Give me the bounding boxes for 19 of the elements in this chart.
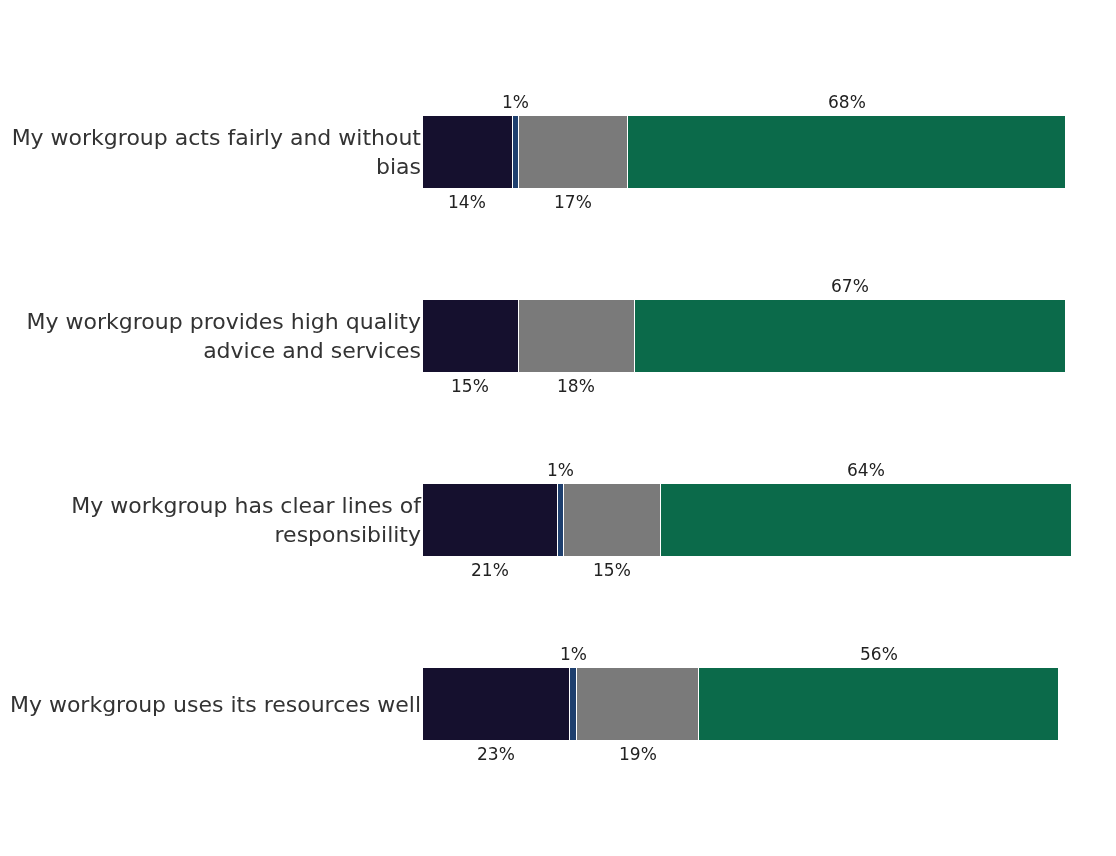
data-label: 1% xyxy=(547,460,574,480)
y-tick-label: My workgroup acts fairly and without bias xyxy=(11,125,422,179)
data-label: 14% xyxy=(448,192,486,212)
data-label: 68% xyxy=(828,92,866,112)
data-label: 56% xyxy=(860,644,898,664)
data-label: 64% xyxy=(847,460,885,480)
data-label: 67% xyxy=(831,276,869,296)
y-tick-label: My workgroup uses its resources well xyxy=(9,691,421,717)
data-label: 18% xyxy=(557,376,595,396)
data-label: 19% xyxy=(619,744,657,764)
data-label: 1% xyxy=(560,644,587,664)
data-label: 15% xyxy=(451,376,489,396)
data-label: 23% xyxy=(477,744,515,764)
y-tick-label: My workgroup provides high quality advice and services xyxy=(26,309,421,363)
data-label: 21% xyxy=(471,560,509,580)
data-label: 15% xyxy=(593,560,631,580)
y-tick-label: My workgroup has clear lines of responsibility xyxy=(71,493,423,547)
data-label: 1% xyxy=(502,92,529,112)
data-label: 17% xyxy=(554,192,592,212)
